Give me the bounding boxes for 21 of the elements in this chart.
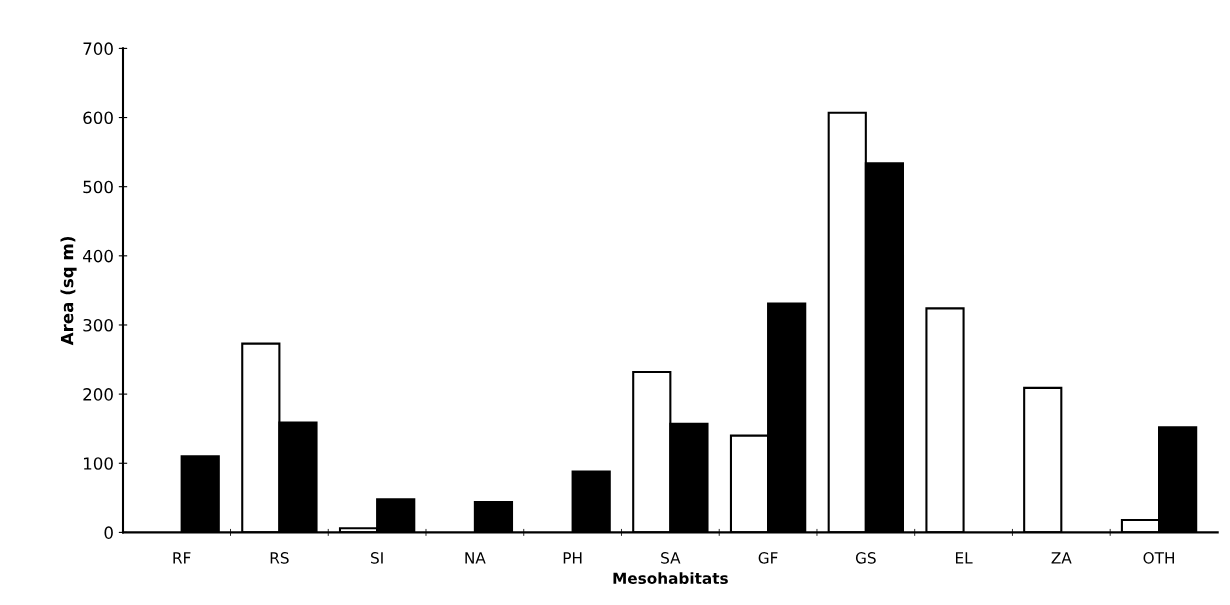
y-tick-label: 0 — [104, 526, 113, 539]
x-tick-label: PH — [563, 552, 582, 564]
y-tick-label: 400 — [82, 249, 113, 263]
y-tick-label: 200 — [83, 388, 113, 401]
x-tick-label: NA — [465, 552, 486, 564]
x-tick-label: RS — [270, 552, 289, 564]
x-tick-label: GF — [758, 552, 778, 564]
x-tick-label: ZA — [1051, 552, 1072, 564]
x-tick-label: EL — [955, 552, 973, 564]
x-tick-label: SA — [661, 552, 681, 564]
x-tick-label: SI — [371, 552, 383, 564]
x-axis-title: Mesohabitats — [613, 572, 728, 585]
y-tick-label: 100 — [83, 457, 113, 470]
y-tick-label: 600 — [83, 111, 113, 125]
x-tick-label: RF — [173, 552, 191, 564]
y-tick-label: 700 — [83, 42, 113, 55]
y-axis-title: Area (sq m) — [60, 236, 77, 346]
y-tick-label: 500 — [83, 180, 113, 194]
x-tick-label: OTH — [1143, 552, 1174, 564]
y-tick-label: 300 — [83, 318, 113, 332]
x-tick-label: GS — [855, 552, 876, 564]
